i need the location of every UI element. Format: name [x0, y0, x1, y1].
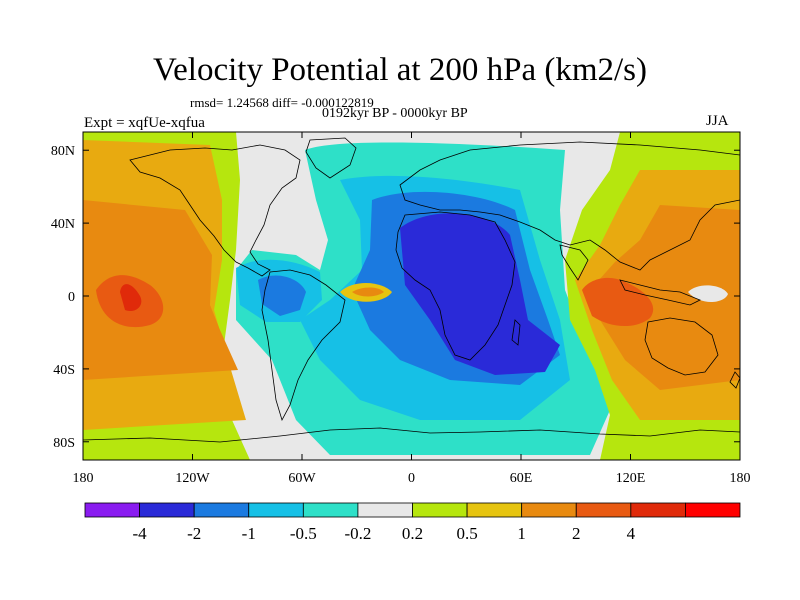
season-label: JJA [706, 113, 729, 129]
lon-tick-label: 60E [510, 471, 533, 486]
lat-tick-label: 40N [51, 217, 75, 232]
rmsd-diff-stats: rmsd= 1.24568 diff= -0.000122819 [190, 95, 374, 110]
coast-antarctica [83, 427, 740, 443]
lat-tick-label: 80N [51, 144, 75, 159]
lat-tick-label: 0 [68, 290, 75, 305]
colorbar-label: 0.5 [456, 524, 477, 543]
colorbar-label: -1 [242, 524, 256, 543]
colorbar [84, 502, 741, 518]
axis-labels: 80N 40N 0 40S 80S 180 120W 60W 0 60E 120E 180 [51, 144, 751, 486]
coast-africa [395, 211, 516, 361]
map-field [83, 132, 740, 460]
coast-north-america [129, 144, 301, 277]
coast-south-america [261, 269, 346, 422]
colorbar-labels: -4 -2 -1 -0.5 -0.2 0.2 0.5 1 2 4 [132, 524, 635, 543]
colorbar-swatch [302, 502, 359, 518]
colorbar-swatch [139, 502, 195, 518]
colorbar-swatch [412, 502, 468, 518]
contour-indo-pacific-2 [590, 205, 740, 390]
colorbar-label: 0.2 [402, 524, 423, 543]
lon-tick-label: 60W [288, 471, 316, 486]
colorbar-swatch [84, 502, 140, 518]
contour-indo-pacific-4 [582, 277, 654, 327]
experiment-label: Expt = xqfUe-xqfua [84, 115, 205, 131]
colorbar-label: 2 [572, 524, 581, 543]
lat-tick-label: 40S [53, 363, 75, 378]
lon-tick-label: 180 [73, 471, 94, 486]
coast-new-zealand [729, 371, 740, 389]
contour-central-america-neg-1 [258, 275, 306, 316]
colorbar-swatch [357, 502, 413, 518]
contour-indo-pacific-hole [688, 285, 728, 302]
colorbar-label: -2 [187, 524, 201, 543]
lon-tick-label: 120E [616, 471, 646, 486]
colorbar-swatch [630, 502, 686, 518]
lat-tick-label: 80S [53, 436, 75, 451]
contour-west-pacific-2 [83, 200, 238, 380]
coast-australia [644, 317, 719, 376]
colorbar-swatch [193, 502, 250, 518]
contour-west-pacific-peak [120, 284, 142, 312]
coast-maritime-continent [619, 279, 701, 306]
contour-atlantic-warm-core [352, 287, 384, 297]
coast-eurasia [399, 141, 740, 271]
colorbar-label: 1 [517, 524, 526, 543]
colorbar-swatch [466, 502, 523, 518]
colorbar-label: 4 [627, 524, 636, 543]
colorbar-label: -0.5 [290, 524, 317, 543]
lon-tick-label: 180 [730, 471, 751, 486]
lon-tick-label: 0 [408, 471, 415, 486]
plot-title: Velocity Potential at 200 hPa (km2/s) [152, 52, 648, 88]
colorbar-swatch [521, 502, 577, 518]
coast-india [559, 244, 589, 281]
coastlines [83, 137, 740, 443]
axis-ticks [82, 132, 741, 460]
colorbar-swatch [248, 502, 304, 518]
colorbar-swatch [685, 502, 741, 518]
colorbar-label: -0.2 [344, 524, 371, 543]
coast-greenland [305, 137, 357, 179]
contour-atlantic-neg-2 [400, 213, 560, 375]
time-period: 0192kyr BP - 0000kyr BP [322, 106, 468, 121]
lon-tick-label: 120W [175, 471, 210, 486]
colorbar-label: -4 [132, 524, 147, 543]
coast-madagascar [511, 319, 521, 346]
colorbar-swatch [575, 502, 632, 518]
